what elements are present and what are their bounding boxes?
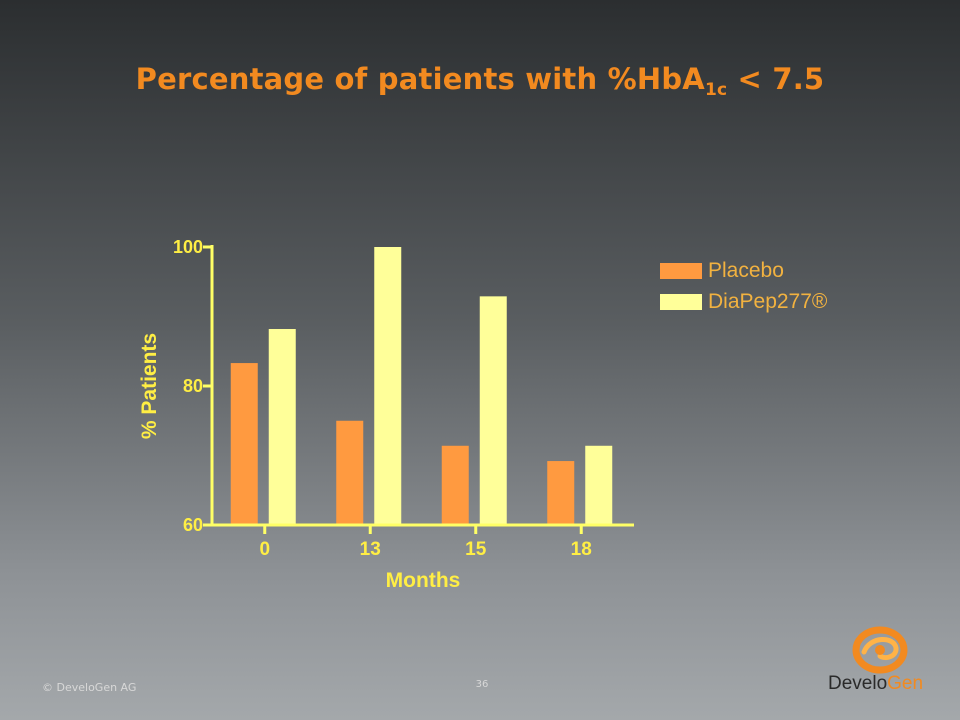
x-tick-label-0: 0 [259, 539, 270, 560]
copyright-text: © DeveloGen AG [42, 681, 137, 694]
y-tick-label-80: 80 [183, 376, 203, 396]
page-number: 36 [475, 679, 489, 690]
legend-swatch-placebo [660, 262, 702, 279]
legend-item-diapep277: DiaPep277® [660, 286, 827, 317]
logo-text-dark: Develo [828, 673, 888, 694]
bar-placebo-15 [441, 445, 469, 525]
develogen-logo: DeveloGen [828, 626, 932, 698]
y-axis-title: % Patients [138, 333, 161, 439]
x-tick-label-15: 15 [465, 539, 487, 560]
legend-label-diapep277: DiaPep277® [708, 289, 828, 313]
bar-diapep277-0 [268, 329, 296, 525]
x-tick-label-18: 18 [571, 539, 592, 560]
chart-legend: Placebo DiaPep277® [660, 255, 827, 317]
legend-item-placebo: Placebo [660, 255, 827, 286]
title-tail: < 7.5 [727, 62, 825, 96]
x-tick-label-13: 13 [360, 539, 381, 560]
title-main: Percentage of patients with %HbA [135, 62, 705, 96]
y-tick-label-60: 60 [183, 515, 203, 535]
bar-diapep277-13 [374, 247, 402, 525]
bar-placebo-18 [547, 461, 575, 525]
legend-swatch-diapep277 [660, 293, 702, 310]
legend-label-placebo: Placebo [708, 258, 784, 282]
logo-text-accent: Gen [887, 673, 924, 694]
y-tick-label-100: 100 [173, 237, 203, 257]
develogen-swirl-icon [852, 626, 908, 674]
bar-placebo-0 [230, 363, 258, 525]
bar-diapep277-15 [479, 296, 507, 525]
bar-diapep277-18 [585, 445, 613, 525]
logo-wordmark: DeveloGen [828, 673, 923, 695]
title-subscript: 1c [704, 80, 728, 100]
bar-placebo-13 [336, 420, 364, 525]
x-axis-title: Months [386, 569, 461, 592]
slide-title: Percentage of patients with %HbA1c < 7.5 [0, 62, 960, 100]
